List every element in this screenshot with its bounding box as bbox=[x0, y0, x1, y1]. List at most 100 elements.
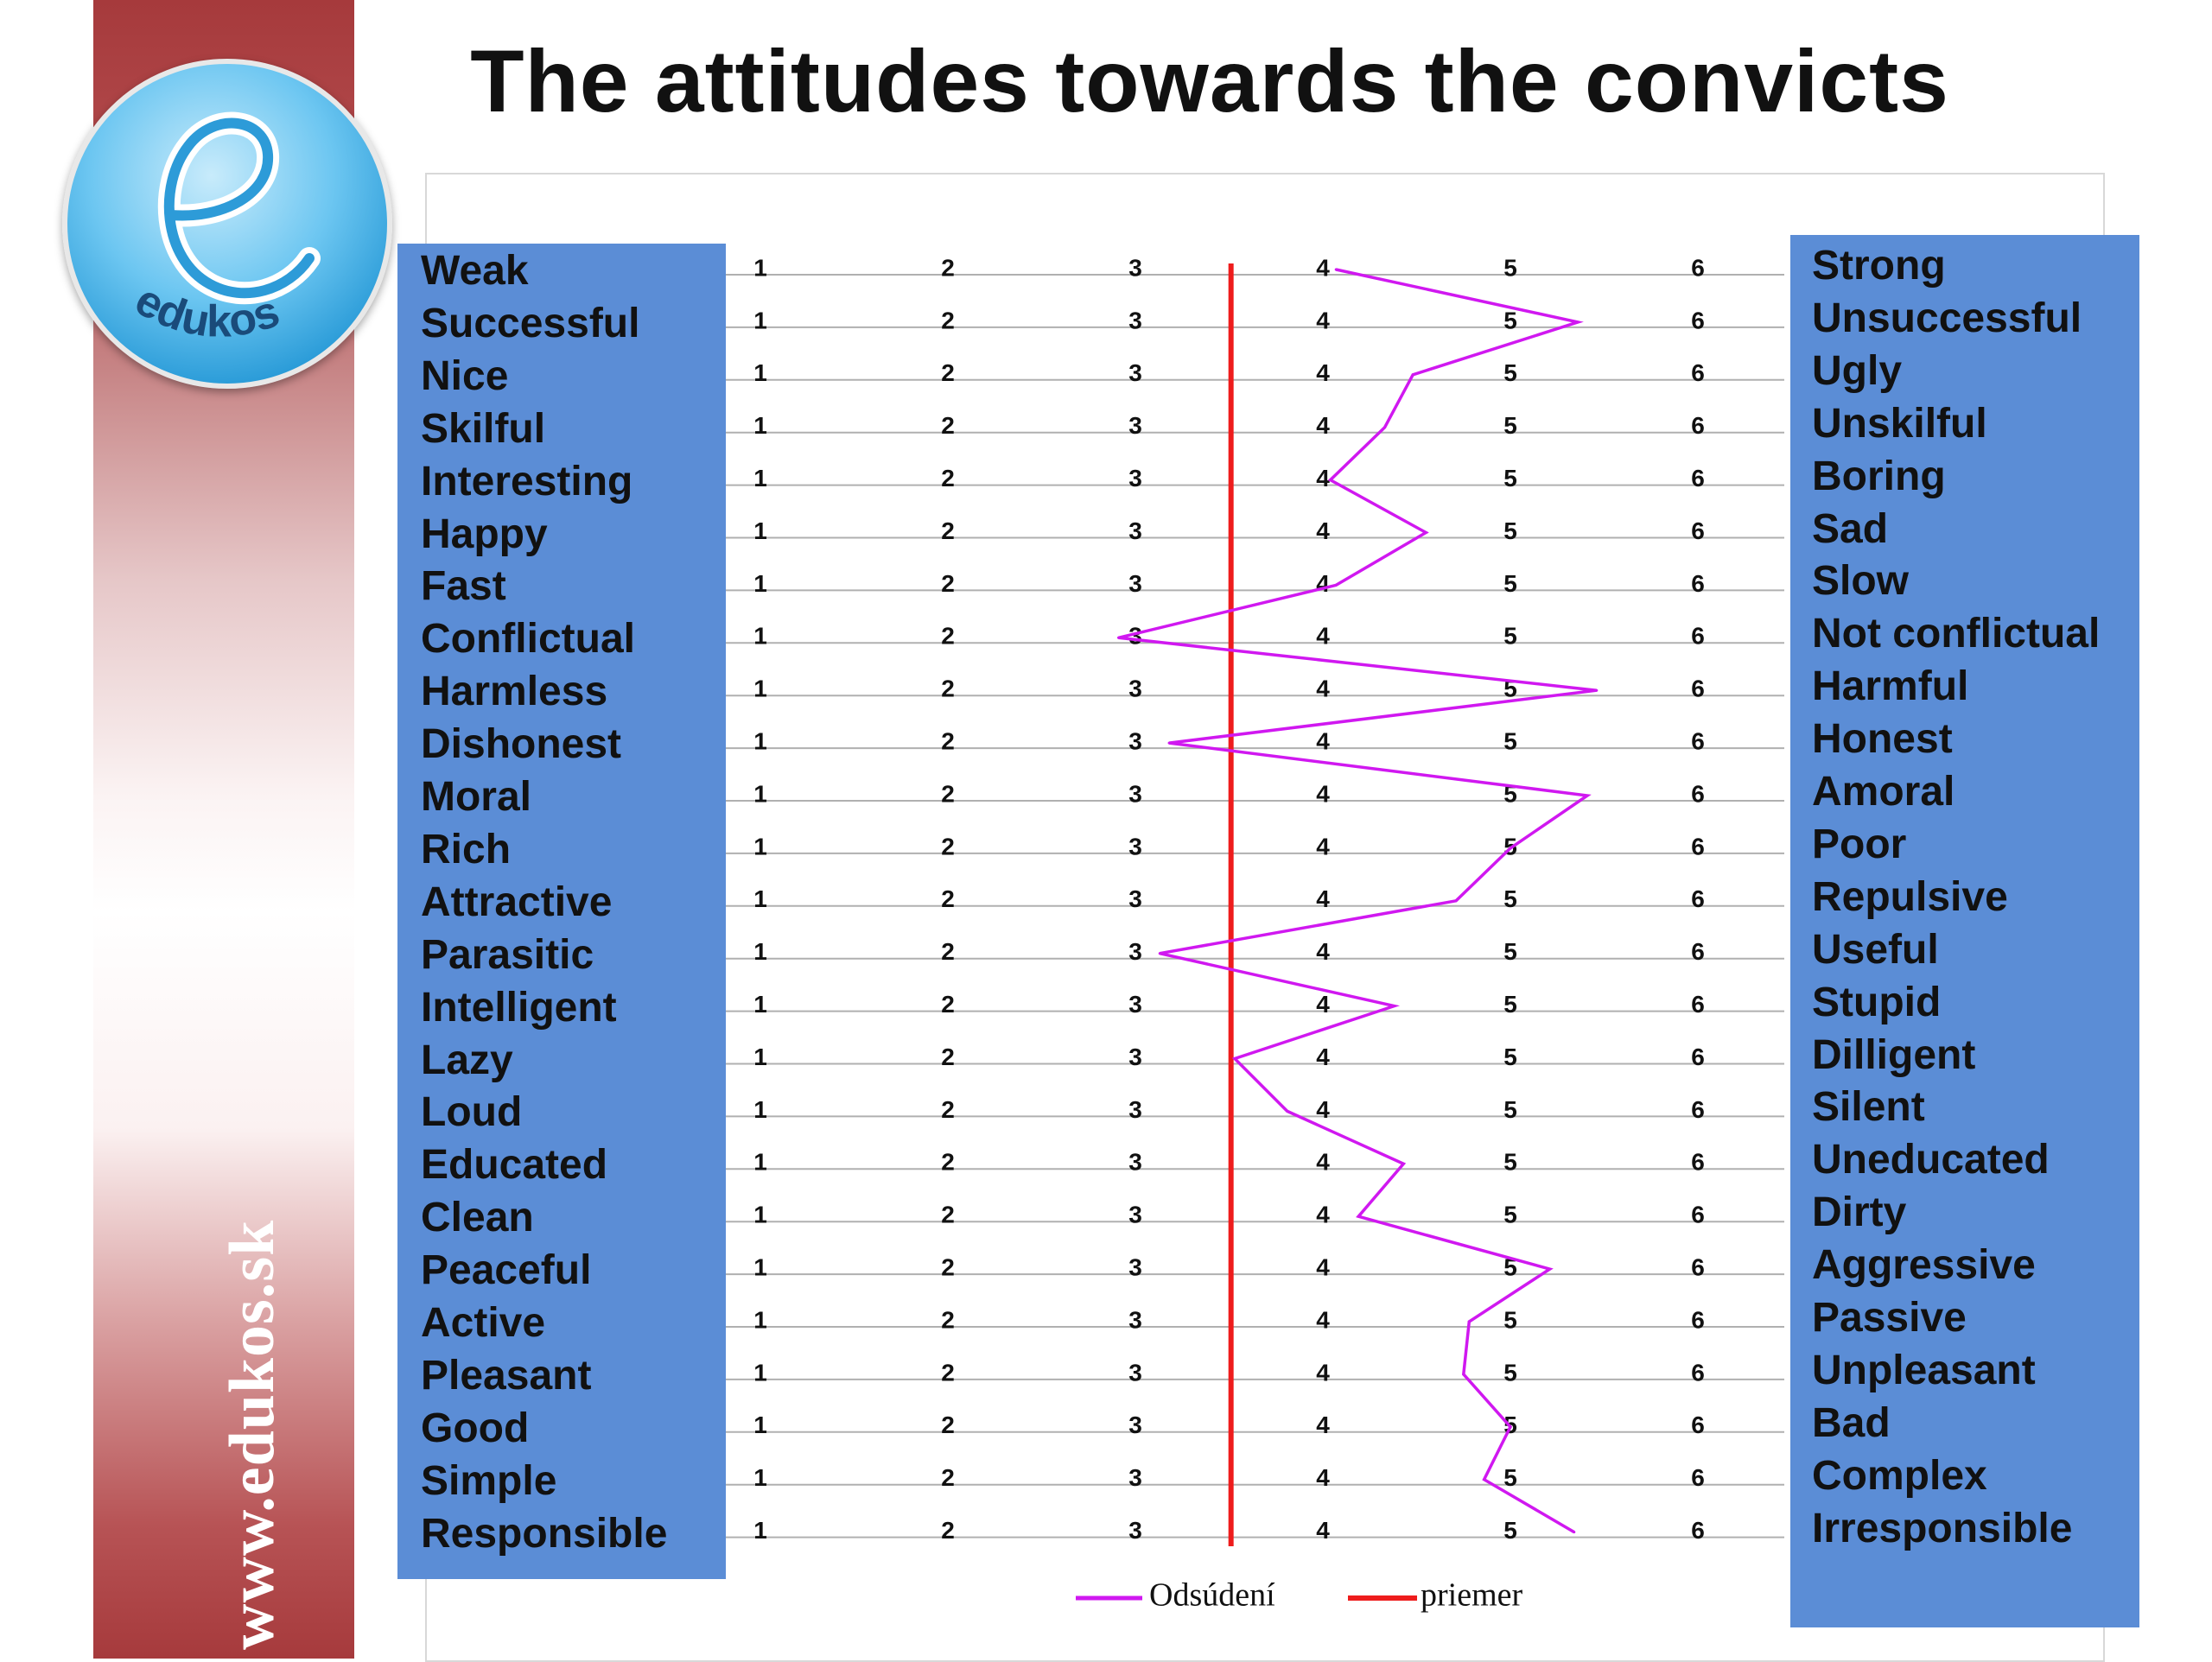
data-point bbox=[1424, 531, 1427, 534]
scale-tick-label: 3 bbox=[1128, 833, 1142, 860]
scale-tick-label: 6 bbox=[1691, 938, 1705, 965]
right-pole-label: Unpleasant bbox=[1812, 1347, 2036, 1393]
right-pole-label: Dirty bbox=[1812, 1189, 1907, 1236]
data-point bbox=[1334, 583, 1338, 587]
scale-tick-label: 6 bbox=[1691, 1202, 1705, 1228]
scale-tick-label: 2 bbox=[941, 1306, 955, 1333]
scale-tick-label: 2 bbox=[941, 517, 955, 544]
scale-tick-label: 4 bbox=[1316, 1253, 1330, 1280]
data-point bbox=[1116, 636, 1120, 639]
left-pole-label: Loud bbox=[421, 1089, 523, 1136]
left-pole-label: Harmless bbox=[421, 669, 608, 715]
scale-tick-label: 1 bbox=[753, 885, 767, 912]
data-point bbox=[1573, 1531, 1576, 1534]
scale-tick-label: 1 bbox=[753, 1044, 767, 1070]
left-pole-label: Weak bbox=[421, 248, 529, 294]
right-pole-label: Amoral bbox=[1812, 769, 1955, 815]
scale-tick-label: 1 bbox=[753, 780, 767, 807]
right-pole-label: Dilligent bbox=[1812, 1031, 1976, 1078]
scale-tick-label: 2 bbox=[941, 307, 955, 333]
scale-tick-label: 3 bbox=[1128, 1044, 1142, 1070]
scale-tick-label: 6 bbox=[1691, 517, 1705, 544]
scale-tick-label: 4 bbox=[1316, 727, 1330, 754]
left-pole-label: Active bbox=[421, 1300, 546, 1346]
left-pole-label: Rich bbox=[421, 826, 512, 872]
left-pole-label: Successful bbox=[421, 300, 640, 346]
scale-tick-label: 6 bbox=[1691, 727, 1705, 754]
scale-tick-label: 1 bbox=[753, 1253, 767, 1280]
scale-tick-label: 3 bbox=[1128, 570, 1142, 597]
right-pole-label: Complex bbox=[1812, 1452, 1987, 1499]
right-pole-label: Slow bbox=[1812, 558, 1910, 605]
left-pole-label: Fast bbox=[421, 563, 506, 610]
scale-tick-label: 3 bbox=[1128, 1202, 1142, 1228]
scale-tick-label: 1 bbox=[753, 1096, 767, 1123]
scale-tick-label: 5 bbox=[1503, 254, 1517, 281]
scale-tick-label: 2 bbox=[941, 833, 955, 860]
data-point bbox=[1334, 268, 1338, 271]
scale-tick-label: 5 bbox=[1503, 1359, 1517, 1386]
scale-tick-label: 2 bbox=[941, 254, 955, 281]
scale-tick-label: 1 bbox=[753, 465, 767, 492]
scale-tick-label: 4 bbox=[1316, 1096, 1330, 1123]
data-point bbox=[1483, 1478, 1486, 1481]
scale-tick-label: 6 bbox=[1691, 1096, 1705, 1123]
scale-tick-label: 4 bbox=[1316, 1411, 1330, 1438]
scale-tick-label: 6 bbox=[1691, 1464, 1705, 1491]
scale-tick-label: 1 bbox=[753, 570, 767, 597]
scale-tick-label: 4 bbox=[1316, 1149, 1330, 1176]
right-pole-label: Useful bbox=[1812, 926, 1939, 973]
left-pole-label: Simple bbox=[421, 1457, 557, 1504]
scale-tick-label: 6 bbox=[1691, 570, 1705, 597]
scale-tick-label: 6 bbox=[1691, 1044, 1705, 1070]
scale-tick-label: 3 bbox=[1128, 517, 1142, 544]
profile-series-line bbox=[1118, 268, 1598, 1534]
data-point bbox=[1167, 741, 1171, 745]
left-pole-label: Pleasant bbox=[421, 1352, 592, 1399]
data-point bbox=[1509, 1425, 1512, 1429]
scale-tick-label: 4 bbox=[1316, 780, 1330, 807]
scale-tick-label: 2 bbox=[941, 1149, 955, 1176]
scale-tick-label: 5 bbox=[1503, 623, 1517, 650]
scale-tick-label: 4 bbox=[1316, 517, 1330, 544]
scale-tick-label: 2 bbox=[941, 412, 955, 439]
scale-tick-label: 4 bbox=[1316, 412, 1330, 439]
left-pole-label: Moral bbox=[421, 774, 532, 820]
right-pole-label: Not conflictual bbox=[1812, 611, 2101, 657]
scale-tick-label: 3 bbox=[1128, 359, 1142, 386]
scale-tick-label: 5 bbox=[1503, 307, 1517, 333]
right-pole-label: Aggressive bbox=[1812, 1242, 2036, 1289]
scale-tick-label: 6 bbox=[1691, 623, 1705, 650]
scale-tick-label: 1 bbox=[753, 676, 767, 702]
scale-tick-label: 5 bbox=[1503, 517, 1517, 544]
scale-tick-label: 2 bbox=[941, 1253, 955, 1280]
legend-label-priemer: priemer bbox=[1421, 1577, 1523, 1614]
scale-tick-label: 6 bbox=[1691, 307, 1705, 333]
scale-tick-label: 1 bbox=[753, 1202, 767, 1228]
scale-tick-label: 3 bbox=[1128, 1149, 1142, 1176]
scale-tick-label: 4 bbox=[1316, 570, 1330, 597]
scale-tick-label: 6 bbox=[1691, 465, 1705, 492]
scale-tick-label: 4 bbox=[1316, 1044, 1330, 1070]
scale-tick-label: 5 bbox=[1503, 1306, 1517, 1333]
data-point bbox=[1329, 479, 1332, 482]
left-pole-label: Happy bbox=[421, 511, 548, 557]
scale-tick-label: 1 bbox=[753, 991, 767, 1018]
scale-tick-label: 5 bbox=[1503, 465, 1517, 492]
scale-tick-label: 2 bbox=[941, 465, 955, 492]
scale-tick-label: 6 bbox=[1691, 676, 1705, 702]
scale-tick-label: 1 bbox=[753, 1306, 767, 1333]
scale-tick-label: 5 bbox=[1503, 991, 1517, 1018]
left-pole-label: Dishonest bbox=[421, 721, 622, 768]
scale-tick-label: 2 bbox=[941, 676, 955, 702]
scale-tick-label: 2 bbox=[941, 359, 955, 386]
scale-tick-label: 1 bbox=[753, 1359, 767, 1386]
scale-tick-label: 6 bbox=[1691, 885, 1705, 912]
left-pole-label: Attractive bbox=[421, 879, 613, 925]
right-pole-label: Harmful bbox=[1812, 663, 1969, 710]
left-pole-label: Skilful bbox=[421, 405, 546, 452]
page-title: The attitudes towards the convicts bbox=[470, 32, 1949, 130]
scale-tick-label: 6 bbox=[1691, 1253, 1705, 1280]
scale-tick-label: 4 bbox=[1316, 254, 1330, 281]
